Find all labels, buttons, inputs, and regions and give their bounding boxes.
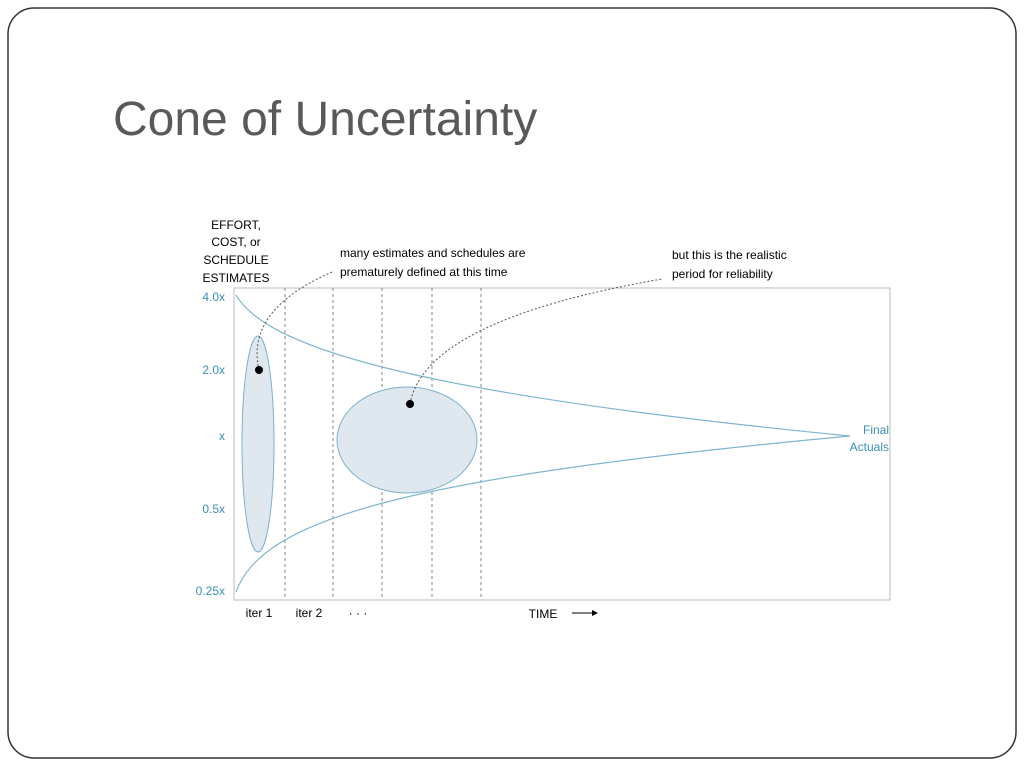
annotation-line: period for reliability bbox=[672, 267, 773, 281]
time-arrowhead bbox=[592, 610, 598, 616]
y-label: 0.5x bbox=[202, 502, 225, 516]
x-labels: iter 1 iter 2 · · · TIME bbox=[246, 606, 558, 621]
dot bbox=[255, 366, 263, 374]
end-label-line: Final bbox=[863, 423, 889, 437]
annotation-line: many estimates and schedules are bbox=[340, 246, 526, 260]
x-label: iter 1 bbox=[246, 606, 273, 620]
annotation-line: but this is the realistic bbox=[672, 248, 787, 262]
y-labels: 4.0x 2.0x x 0.5x 0.25x bbox=[196, 290, 225, 598]
diagram: EFFORT, COST, or SCHEDULE ESTIMATES 4.0x… bbox=[196, 218, 891, 621]
y-axis-title-line: ESTIMATES bbox=[202, 271, 269, 285]
plot-frame bbox=[233, 287, 891, 601]
y-axis-title-line: SCHEDULE bbox=[203, 253, 268, 267]
annotations: many estimates and schedules are prematu… bbox=[340, 246, 787, 281]
slide-frame bbox=[7, 7, 1017, 759]
upper-cone bbox=[235, 294, 851, 437]
slide-title: Cone of Uncertainty bbox=[113, 93, 537, 146]
end-label: Final Actuals bbox=[850, 423, 889, 454]
connector bbox=[409, 278, 663, 405]
y-axis-title-line: COST, or bbox=[211, 235, 260, 249]
early-estimate-range bbox=[241, 335, 275, 553]
y-axis-title-line: EFFORT, bbox=[211, 218, 261, 232]
x-axis-title: TIME bbox=[529, 607, 558, 621]
dot bbox=[406, 400, 414, 408]
annotation-line: prematurely defined at this time bbox=[340, 265, 508, 279]
y-label: 4.0x bbox=[202, 290, 225, 304]
y-axis-title: EFFORT, COST, or SCHEDULE ESTIMATES bbox=[202, 218, 269, 285]
x-label: iter 2 bbox=[296, 606, 323, 620]
connector bbox=[256, 271, 333, 371]
y-label: x bbox=[219, 429, 225, 443]
realistic-estimate-range bbox=[336, 386, 478, 494]
end-label-line: Actuals bbox=[850, 440, 889, 454]
y-label: 2.0x bbox=[202, 363, 225, 377]
lower-cone bbox=[235, 435, 851, 593]
y-label: 0.25x bbox=[196, 584, 225, 598]
x-label: · · · bbox=[349, 606, 368, 620]
